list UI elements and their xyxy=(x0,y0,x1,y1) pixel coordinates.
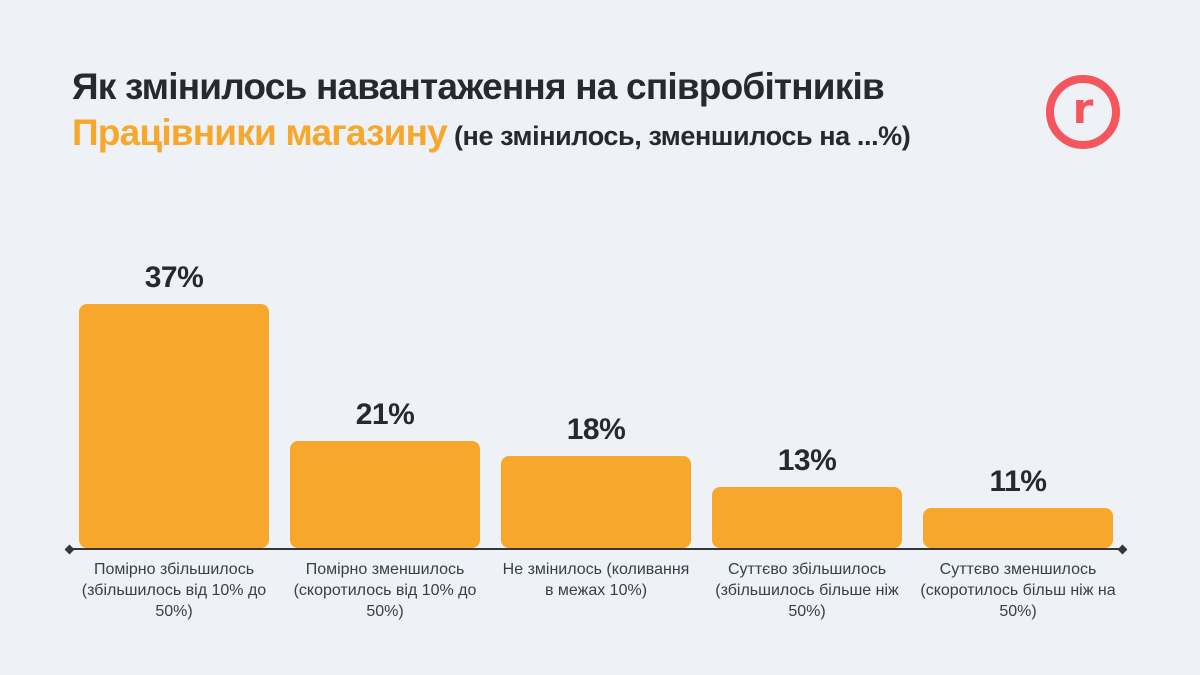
category-label-5: Суттєво зменшилось (скоротилось більш ні… xyxy=(920,561,1116,620)
chart-subtitle-note: (не змінилось, зменшилось на ...%) xyxy=(453,121,911,151)
bar-chart: 37% 21% 18% 13% 11% Помірно збільшилось (збі… xyxy=(64,248,1128,622)
bar-column-1: 37% xyxy=(79,261,269,548)
bar-5 xyxy=(923,508,1113,548)
bar-value-label: 21% xyxy=(355,398,415,431)
bar-3 xyxy=(501,456,691,548)
category-labels-row: Помірно збільшилось (збільшилось від 10%… xyxy=(68,559,1124,622)
bar-column-2: 21% xyxy=(290,398,480,548)
header: Як змінилось навантаження на співробітни… xyxy=(72,64,911,164)
bar-value-label: 37% xyxy=(144,261,204,294)
bar-column-3: 18% xyxy=(501,413,691,548)
bar-column-4: 13% xyxy=(712,444,902,548)
bar-2 xyxy=(290,441,480,548)
x-axis xyxy=(64,544,1128,554)
chart-subtitle-highlight: Працівники магазину xyxy=(72,112,448,153)
category-label-1: Помірно збільшилось (збільшилось від 10%… xyxy=(81,561,267,620)
category-label-2: Помірно зменшилось (скоротилось від 10% … xyxy=(293,561,477,620)
bar-value-label: 13% xyxy=(777,444,837,477)
chart-title: Як змінилось навантаження на співробітни… xyxy=(72,66,885,107)
bars-area: 37% 21% 18% 13% 11% xyxy=(68,248,1124,548)
chart-subtitle: Працівники магазину (не змінилось, зменши… xyxy=(72,110,911,164)
category-label-3: Не змінилось (коливання в межах 10%) xyxy=(502,561,690,599)
logo-letter: r xyxy=(1072,84,1094,133)
category-label-4: Суттєво збільшилось (збільшилось більше … xyxy=(715,561,899,620)
bar-4 xyxy=(712,487,902,548)
logo-r-icon: r xyxy=(1046,75,1120,149)
bar-value-label: 11% xyxy=(989,465,1047,498)
bar-1 xyxy=(79,304,269,548)
bar-value-label: 18% xyxy=(566,413,626,446)
bar-column-5: 11% xyxy=(923,465,1113,548)
